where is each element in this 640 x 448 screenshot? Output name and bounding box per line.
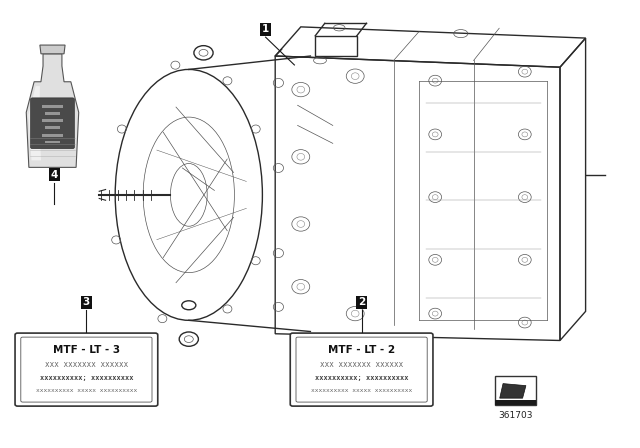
Text: 361703: 361703 bbox=[499, 411, 532, 420]
Polygon shape bbox=[40, 45, 65, 54]
FancyBboxPatch shape bbox=[31, 98, 74, 149]
Bar bbox=[42, 134, 63, 137]
Text: xxxxxxxxxx; xxxxxxxxxx: xxxxxxxxxx; xxxxxxxxxx bbox=[315, 375, 408, 381]
Text: MTF - LT - 2: MTF - LT - 2 bbox=[328, 345, 395, 355]
Text: 2: 2 bbox=[358, 297, 365, 307]
Bar bbox=[495, 376, 536, 405]
FancyBboxPatch shape bbox=[290, 333, 433, 406]
Polygon shape bbox=[26, 54, 79, 168]
Polygon shape bbox=[28, 86, 41, 160]
Bar bbox=[316, 36, 357, 56]
Text: xxxxxxxxxx xxxxx xxxxxxxxxx: xxxxxxxxxx xxxxx xxxxxxxxxx bbox=[311, 388, 412, 393]
FancyBboxPatch shape bbox=[296, 337, 428, 402]
Bar bbox=[45, 126, 60, 129]
Bar bbox=[42, 105, 63, 108]
Text: 1: 1 bbox=[262, 24, 269, 34]
Bar bbox=[42, 120, 63, 122]
Text: xxxxxxxxxx; xxxxxxxxxx: xxxxxxxxxx; xxxxxxxxxx bbox=[40, 375, 133, 381]
Bar bbox=[495, 400, 536, 405]
Polygon shape bbox=[500, 383, 526, 398]
FancyBboxPatch shape bbox=[15, 333, 158, 406]
Bar bbox=[45, 141, 60, 143]
Text: 4: 4 bbox=[51, 170, 58, 180]
Text: 3: 3 bbox=[83, 297, 90, 307]
Text: xxx xxxxxxx xxxxxx: xxx xxxxxxx xxxxxx bbox=[320, 360, 403, 369]
Text: xxxxxxxxxx xxxxx xxxxxxxxxx: xxxxxxxxxx xxxxx xxxxxxxxxx bbox=[36, 388, 137, 393]
Text: MTF - LT - 3: MTF - LT - 3 bbox=[53, 345, 120, 355]
Text: xxx xxxxxxx xxxxxx: xxx xxxxxxx xxxxxx bbox=[45, 360, 128, 369]
Bar bbox=[45, 112, 60, 115]
FancyBboxPatch shape bbox=[21, 337, 152, 402]
